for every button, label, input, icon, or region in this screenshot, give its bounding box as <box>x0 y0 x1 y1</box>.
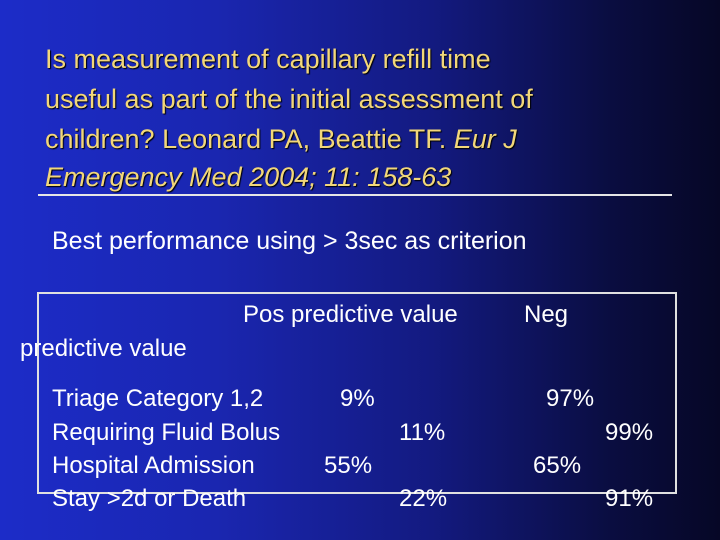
row-pos-triage: 9% <box>340 385 375 412</box>
header-neg-predictive-value: predictive value <box>20 335 187 362</box>
results-table-border <box>37 292 677 494</box>
title-line-4: Emergency Med 2004; 11: 158-63 <box>45 162 451 193</box>
header-pos-predictive-value: Pos predictive value <box>243 301 458 328</box>
header-neg: Neg <box>524 301 569 328</box>
row-label-fluid-bolus: Requiring Fluid Bolus <box>52 419 281 446</box>
title-line-1: Is measurement of capillary refill time <box>45 44 491 74</box>
row-pos-admission: 55% <box>324 452 373 479</box>
row-neg-stay-death: 91% <box>605 485 654 512</box>
title-journal-start: Eur J <box>453 124 517 154</box>
title-line-3: children? Leonard PA, Beattie TF. Eur J <box>45 124 517 155</box>
title-divider <box>38 194 672 196</box>
criterion-subtitle: Best performance using > 3sec as criteri… <box>52 227 527 255</box>
title-journal-citation: Emergency Med 2004; 11: 158-63 <box>45 162 452 192</box>
row-neg-triage: 97% <box>546 385 595 412</box>
row-label-triage: Triage Category 1,2 <box>52 385 264 412</box>
row-neg-fluid-bolus: 99% <box>605 419 654 446</box>
row-label-stay-death: Stay >2d or Death <box>52 485 247 512</box>
row-neg-admission: 65% <box>533 452 582 479</box>
row-label-admission: Hospital Admission <box>52 452 255 479</box>
title-citation-authors: children? Leonard PA, Beattie TF. <box>45 124 454 154</box>
row-pos-stay-death: 22% <box>399 485 448 512</box>
row-pos-fluid-bolus: 11% <box>399 419 446 446</box>
title-line-2: useful as part of the initial assessment… <box>45 84 533 114</box>
